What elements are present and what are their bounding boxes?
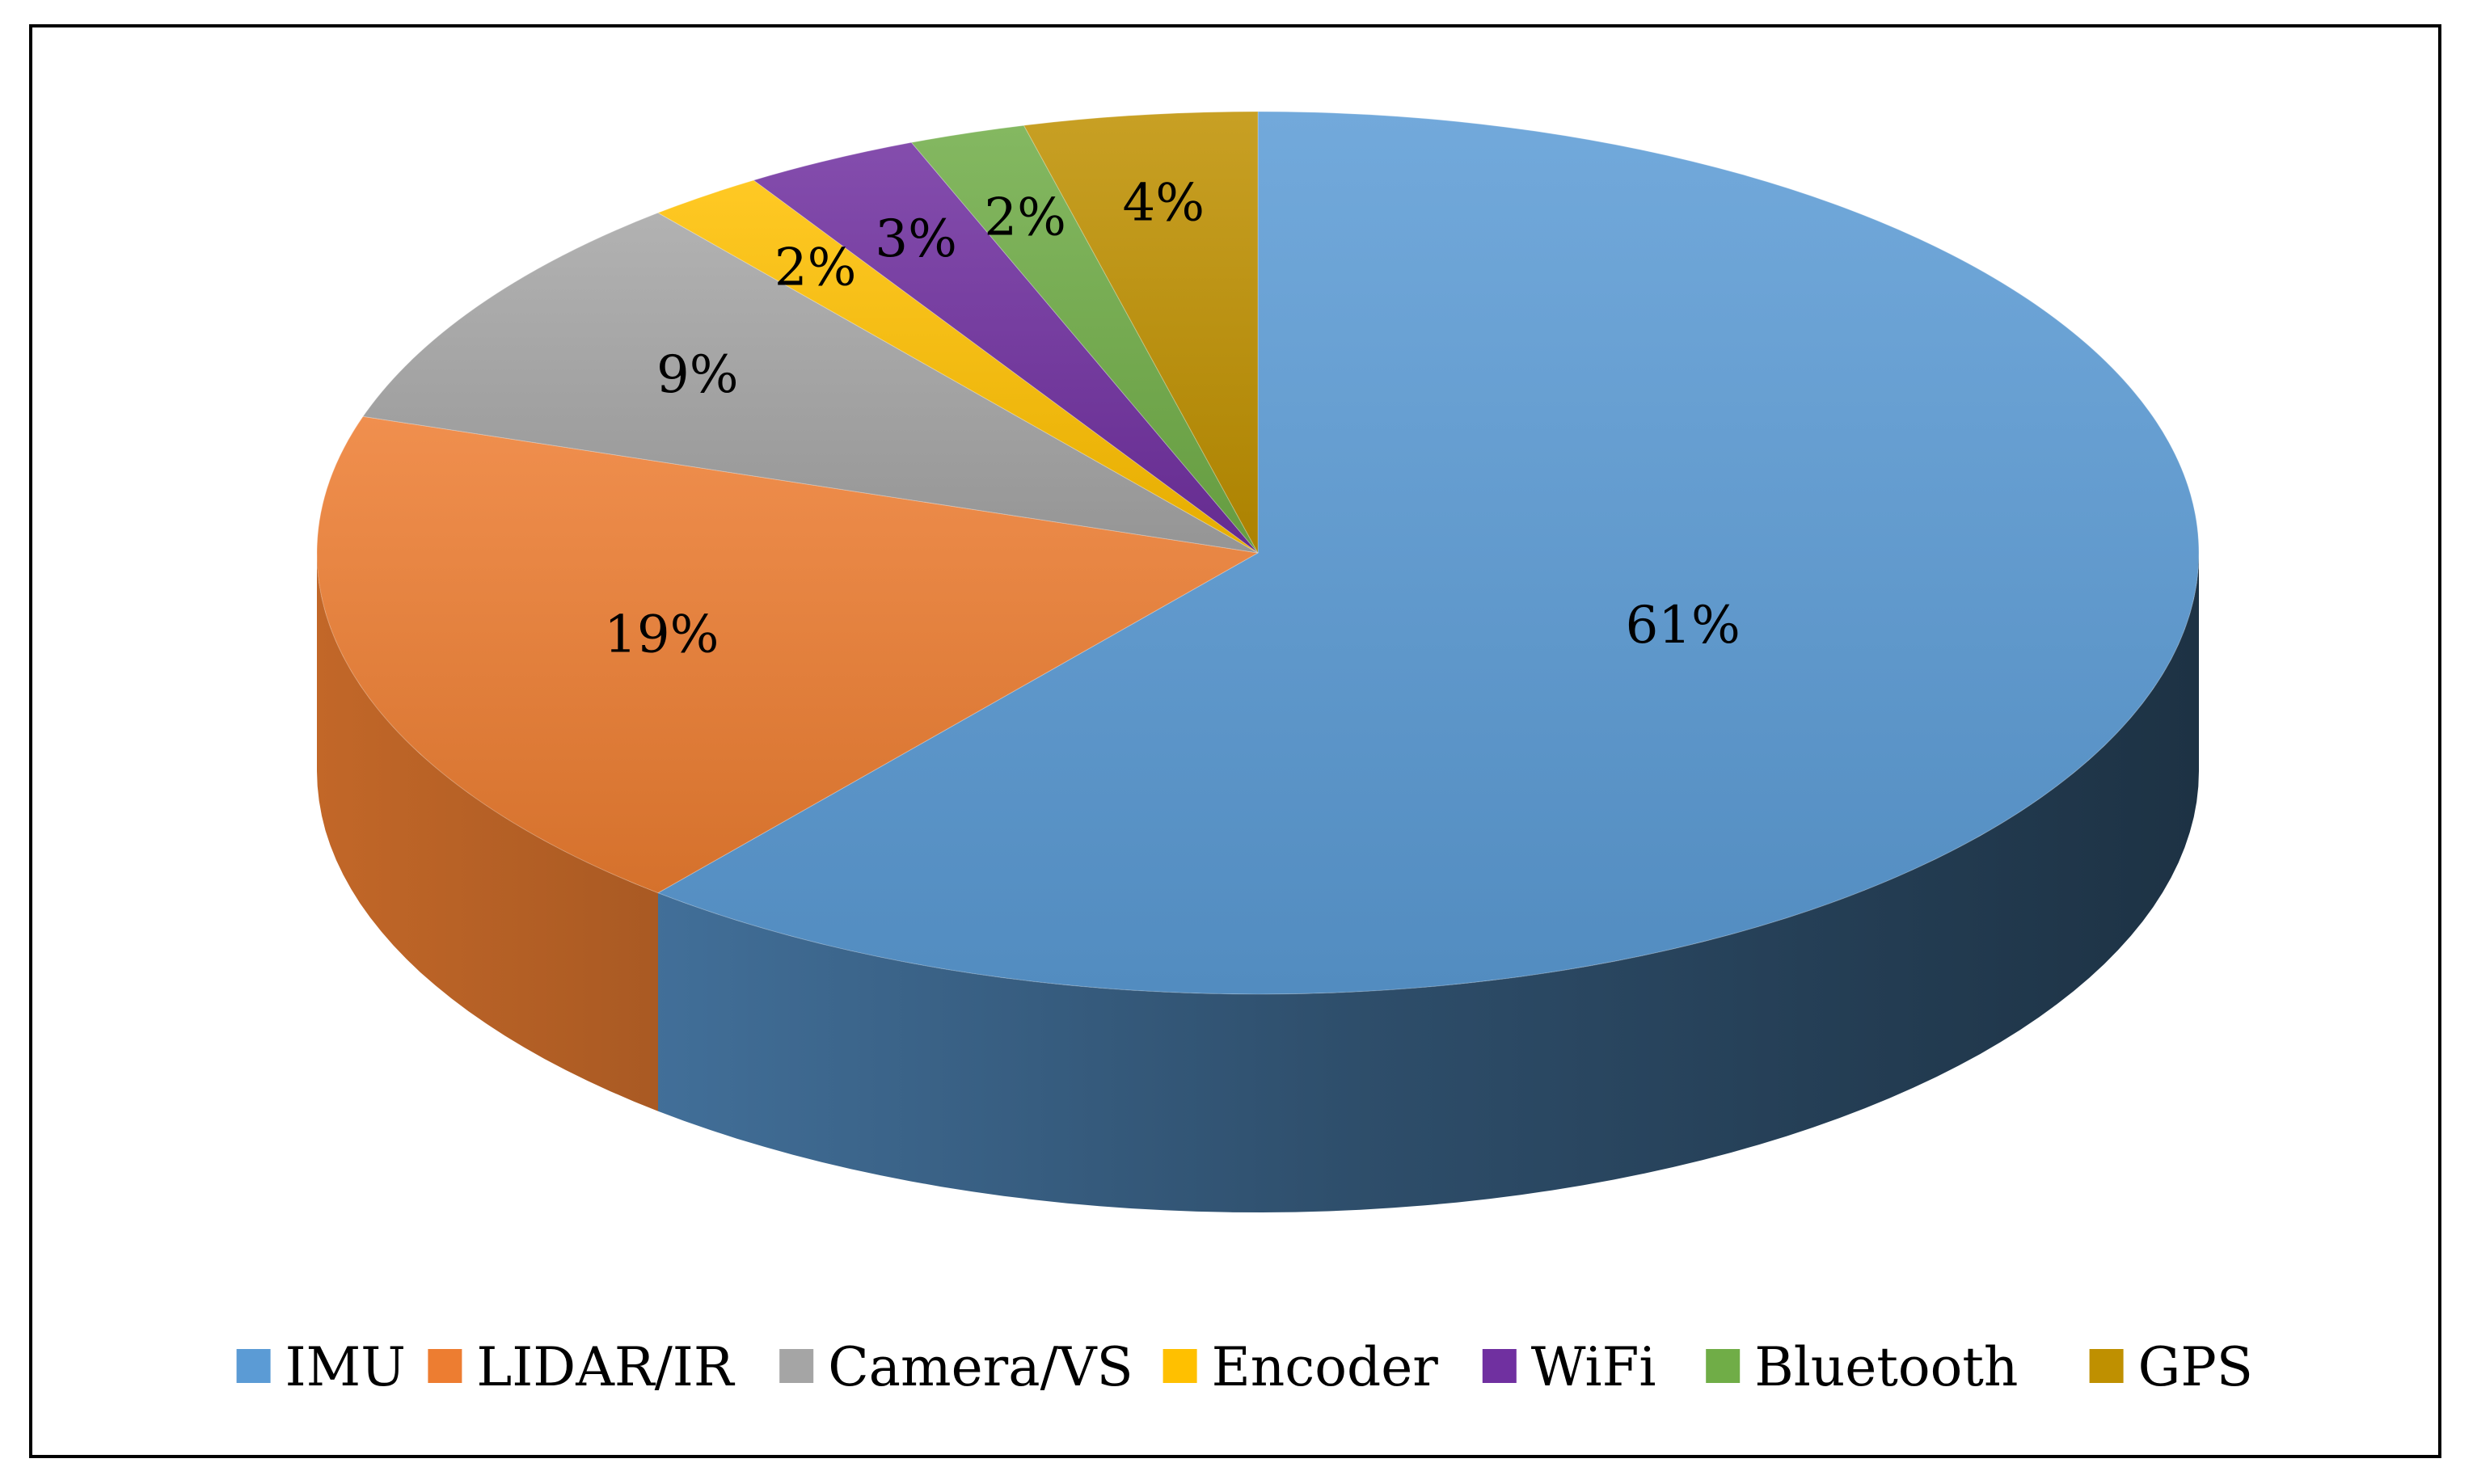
- pie-slice-lidar-ir: [316, 415, 1260, 894]
- pie-slice-encoder: [656, 179, 1259, 554]
- legend-swatch-lidar-ir: [428, 1349, 462, 1383]
- legend-label-imu: IMU: [285, 1336, 406, 1398]
- legend: IMU LIDAR/IR Camera/VS Encoder WiFi Bluetooth…: [236, 1336, 2253, 1398]
- legend-label-encoder: Encoder: [1212, 1336, 1439, 1398]
- legend-label-gps: GPS: [2138, 1336, 2253, 1398]
- legend-swatch-gps: [2089, 1349, 2124, 1383]
- pie-side-imu: [658, 553, 2199, 1212]
- legend-swatch-bluetooth: [1706, 1349, 1741, 1383]
- legend-label-lidar-ir: LIDAR/IR: [476, 1336, 735, 1398]
- legend-label-bluetooth: Bluetooth: [1754, 1336, 2018, 1398]
- legend-item-camera-vs: Camera/VS: [779, 1336, 1133, 1398]
- slice-label-imu: 61%: [1626, 596, 1741, 656]
- legend-item-lidar-ir: LIDAR/IR: [428, 1336, 736, 1398]
- legend-label-camera-vs: Camera/VS: [828, 1336, 1133, 1398]
- slice-label-encoder: 2%: [774, 238, 857, 298]
- legend-item-bluetooth: Bluetooth: [1706, 1336, 2018, 1398]
- pie-chart: 61% 19% 9% 2% 3% 2% 4% IMU LIDAR/IR Camera/VS Enc…: [236, 111, 2253, 1398]
- slice-label-layer: 61% 19% 9% 2% 3% 2% 4%: [604, 174, 1741, 665]
- legend-swatch-imu: [236, 1349, 271, 1383]
- legend-swatch-encoder: [1163, 1349, 1197, 1383]
- slice-label-wifi: 3%: [875, 209, 957, 269]
- chart-frame: 61% 19% 9% 2% 3% 2% 4% IMU LIDAR/IR Camera/VS Enc…: [29, 24, 2441, 1458]
- pie-slice-imu: [656, 111, 2200, 995]
- slice-label-bluetooth: 2%: [984, 188, 1066, 248]
- pie-side-layer: [317, 553, 2199, 1212]
- pie-side-lidar-ir: [317, 553, 658, 1111]
- slice-label-gps: 4%: [1123, 174, 1205, 234]
- pie-slice-bluetooth: [910, 124, 1259, 554]
- legend-item-imu: IMU: [236, 1336, 406, 1398]
- slice-label-camera-vs: 9%: [656, 345, 739, 405]
- legend-swatch-wifi: [1482, 1349, 1517, 1383]
- legend-item-gps: GPS: [2089, 1336, 2253, 1398]
- pie-slice-camera-vs: [362, 212, 1259, 554]
- pie-top-layer: [316, 111, 2200, 995]
- pie-slice-gps: [1023, 111, 1259, 554]
- slice-label-lidar-ir: 19%: [604, 605, 719, 665]
- legend-item-wifi: WiFi: [1482, 1336, 1656, 1398]
- legend-swatch-camera-vs: [779, 1349, 814, 1383]
- legend-label-wifi: WiFi: [1531, 1336, 1656, 1398]
- legend-item-encoder: Encoder: [1163, 1336, 1439, 1398]
- pie-slice-wifi: [753, 141, 1259, 554]
